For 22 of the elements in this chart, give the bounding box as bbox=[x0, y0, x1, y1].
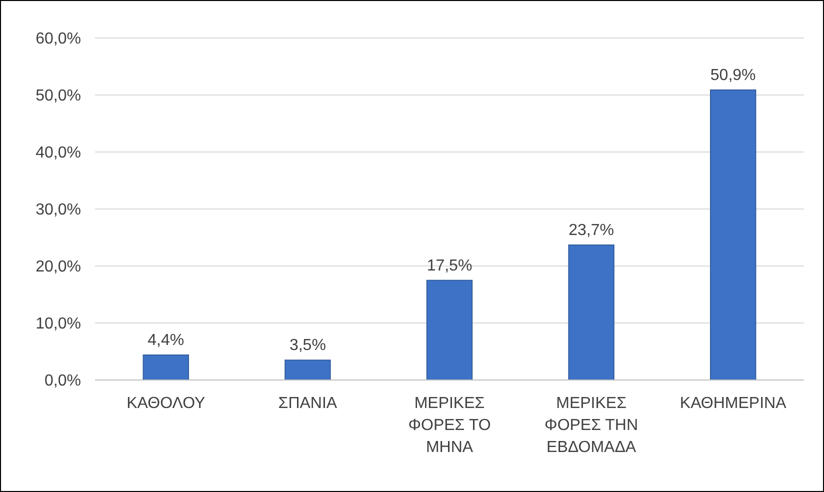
bar bbox=[426, 280, 473, 380]
data-label: 17,5% bbox=[426, 257, 472, 274]
x-tick-label: ΚΑΘΗΜΕΡΙΝΑ bbox=[680, 395, 787, 412]
x-tick-label: ΜΕΡΙΚΕΣ ΦΟΡΕΣ ΤΟ ΜΗΝΑ bbox=[408, 395, 491, 456]
y-tick-label: 50,0% bbox=[36, 88, 81, 105]
y-tick-label: 10,0% bbox=[36, 316, 81, 333]
data-label: 50,9% bbox=[710, 66, 756, 84]
y-tick-label: 0,0% bbox=[44, 372, 81, 390]
y-tick-label: 30,0% bbox=[36, 202, 81, 219]
data-label: 23,7% bbox=[568, 222, 614, 239]
y-tick-label: 60,0% bbox=[36, 30, 81, 48]
bar bbox=[142, 354, 189, 380]
bar bbox=[710, 89, 756, 380]
bar bbox=[568, 244, 614, 380]
data-label: 3,5% bbox=[289, 337, 326, 354]
data-label: 4,4% bbox=[148, 332, 184, 349]
bar bbox=[284, 360, 331, 380]
x-tick-label: ΜΕΡΙΚΕΣ ΦΟΡΕΣ ΤΗΝ ΕΒΔΟΜΑΔΑ bbox=[544, 395, 638, 456]
x-tick-label: ΣΠΑΝΙΑ bbox=[278, 395, 338, 412]
x-tick-label: ΚΑΘΟΛΟΥ bbox=[126, 395, 206, 412]
y-tick-label: 20,0% bbox=[36, 258, 81, 276]
y-tick-label: 40,0% bbox=[36, 144, 81, 162]
